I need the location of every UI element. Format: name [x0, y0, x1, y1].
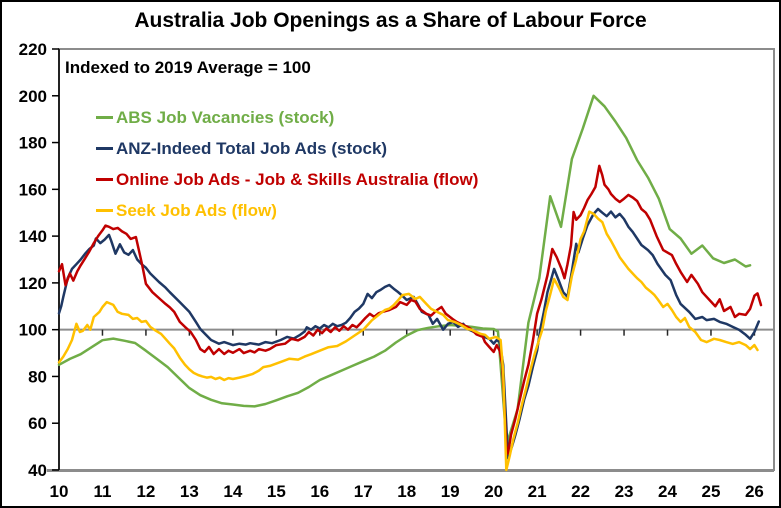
- legend-item-abs-job-vacancies: ABS Job Vacancies (stock): [96, 102, 478, 133]
- legend-label: ANZ-Indeed Total Job Ads (stock): [116, 138, 388, 158]
- x-tick-label: 22: [571, 482, 590, 501]
- y-tick-label: 180: [19, 134, 47, 153]
- x-tick-label: 10: [50, 482, 69, 501]
- x-tick-label: 19: [441, 482, 460, 501]
- x-tick-label: 11: [93, 482, 111, 501]
- y-tick-label: 160: [19, 180, 47, 199]
- x-tick-label: 16: [310, 482, 329, 501]
- y-tick-label: 60: [28, 414, 47, 433]
- legend-label: Online Job Ads - Job & Skills Australia …: [116, 169, 479, 189]
- x-tick-label: 12: [136, 482, 155, 501]
- x-tick-label: 20: [484, 482, 503, 501]
- y-tick-label: 100: [19, 321, 47, 340]
- x-tick-label: 17: [354, 482, 373, 501]
- x-tick-label: 13: [180, 482, 199, 501]
- x-tick-label: 24: [658, 482, 677, 501]
- series-line-2: [57, 164, 763, 455]
- legend-item-online-job-ads: Online Job Ads - Job & Skills Australia …: [96, 164, 478, 195]
- x-tick-label: 23: [615, 482, 634, 501]
- legend-line-swatch-green: [96, 116, 113, 119]
- y-tick-label: 120: [19, 274, 47, 293]
- legend-item-seek: Seek Job Ads (flow): [96, 195, 478, 226]
- series-line-0: [57, 94, 752, 446]
- x-tick-label: 14: [223, 482, 242, 501]
- legend-line-swatch-navy: [96, 147, 113, 150]
- index-note: Indexed to 2019 Average = 100: [65, 58, 311, 77]
- legend-item-anz-indeed: ANZ-Indeed Total Job Ads (stock): [96, 133, 478, 164]
- y-tick-label: 140: [19, 227, 47, 246]
- legend-line-swatch-red: [96, 178, 113, 181]
- y-tick-label: 80: [28, 367, 47, 386]
- series-line-3: [57, 210, 759, 472]
- y-tick-label: 40: [28, 461, 47, 480]
- legend-line-swatch-gold: [96, 209, 113, 212]
- x-tick-label: 18: [397, 482, 416, 501]
- x-tick-label: 26: [745, 482, 764, 501]
- x-tick-label: 15: [267, 482, 286, 501]
- legend-label: Seek Job Ads (flow): [116, 200, 277, 220]
- legend: ABS Job Vacancies (stock) ANZ-Indeed Tot…: [96, 102, 478, 226]
- y-tick-label: 200: [19, 87, 47, 106]
- y-tick-label: 220: [19, 40, 47, 59]
- legend-label: ABS Job Vacancies (stock): [116, 107, 335, 127]
- x-tick-label: 25: [702, 482, 721, 501]
- chart-title: Australia Job Openings as a Share of Lab…: [134, 9, 647, 32]
- x-tick-label: 21: [528, 482, 547, 501]
